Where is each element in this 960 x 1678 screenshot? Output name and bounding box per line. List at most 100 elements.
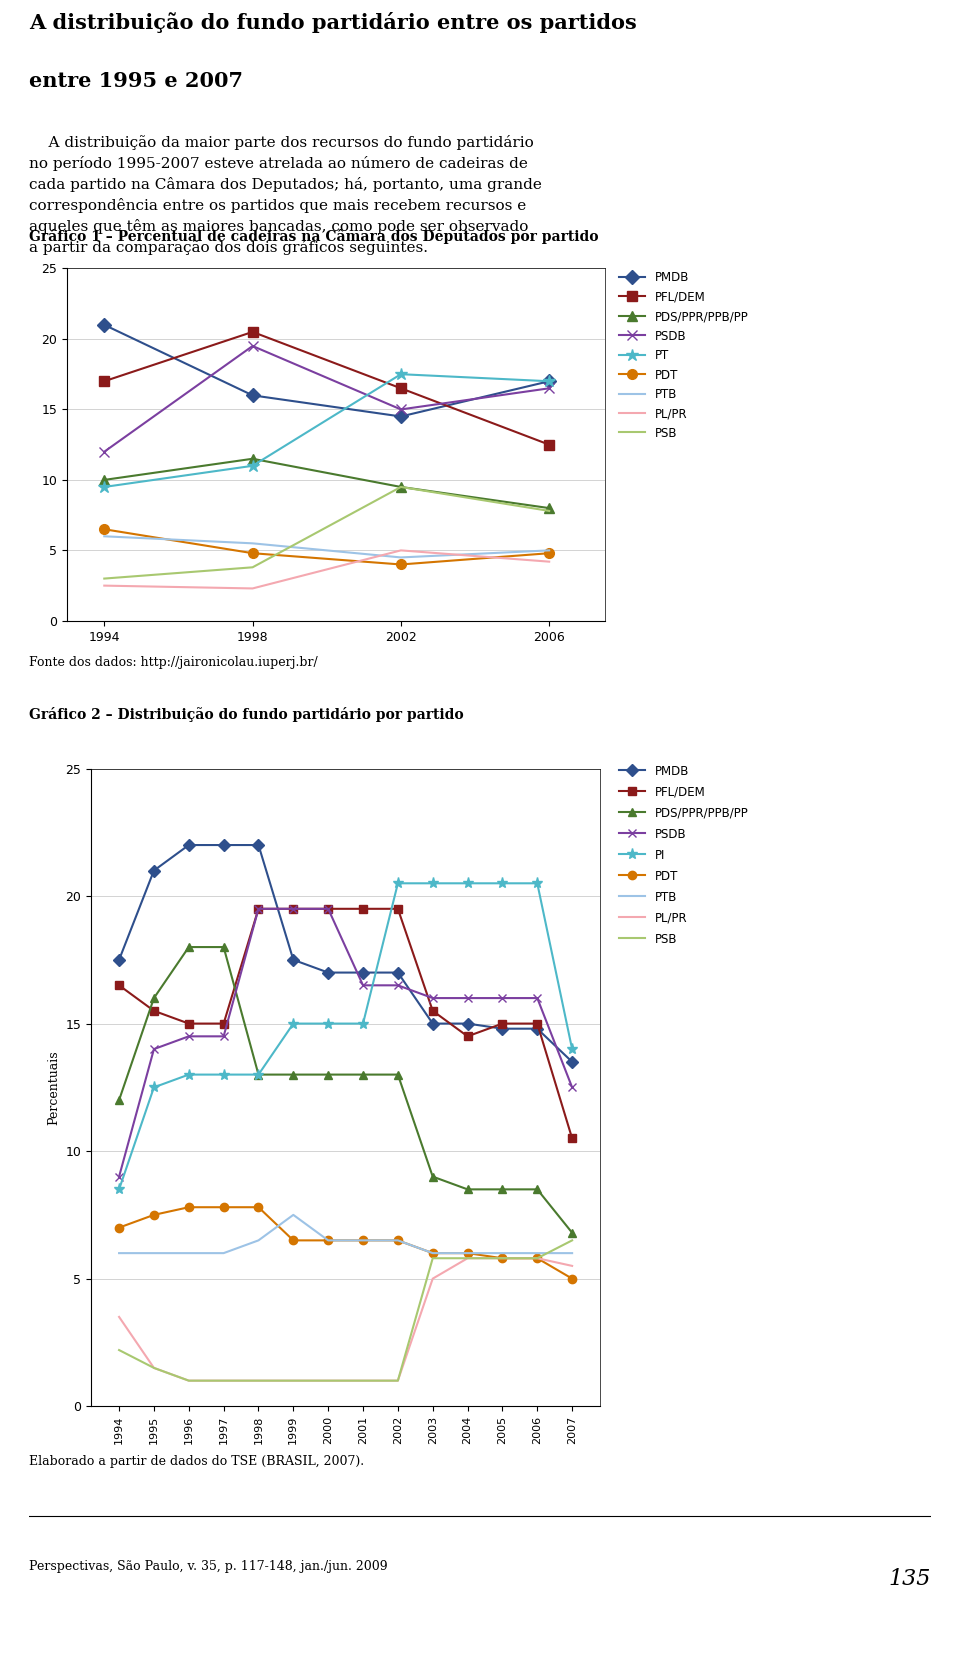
Line: PL/PR: PL/PR (119, 1258, 572, 1381)
PDT (323, 1230, 334, 1250)
PSDB (392, 975, 403, 995)
Legend: PMDB, PFL/DEM, PDS/PPR/PPB/PP, PSDB, PT, PDT, PTB, PL/PR, PSB: PMDB, PFL/DEM, PDS/PPR/PPB/PP, PSDB, PT,… (615, 268, 752, 443)
PL/PR (532, 1248, 543, 1269)
PMDB (462, 1014, 473, 1034)
PDS/PPR/PPB/PP (148, 988, 159, 1008)
PMDB (566, 1052, 578, 1072)
PFL/DEM (247, 322, 258, 342)
PSDB (218, 1027, 229, 1047)
PDT (148, 1205, 159, 1225)
PFL/DEM (148, 1000, 159, 1020)
PSDB (99, 441, 110, 461)
PSB (532, 1248, 543, 1269)
PL/PR (148, 1358, 159, 1378)
PMDB (218, 836, 229, 856)
PMDB (113, 950, 125, 970)
PDS/PPR/PPB/PP (113, 1091, 125, 1111)
PMDB (396, 406, 407, 426)
Line: PSB: PSB (119, 1240, 572, 1381)
PDT (183, 1196, 195, 1217)
PSDB (532, 988, 543, 1008)
Line: PFL/DEM: PFL/DEM (100, 327, 554, 450)
Line: PFL/DEM: PFL/DEM (115, 904, 576, 1143)
PSDB (496, 988, 508, 1008)
PTB (99, 527, 110, 547)
PFL/DEM (252, 899, 264, 920)
PDS/PPR/PPB/PP (532, 1180, 543, 1200)
PFL/DEM (396, 378, 407, 398)
PSB (218, 1371, 229, 1391)
Legend: PMDB, PFL/DEM, PDS/PPR/PPB/PP, PSDB, PI, PDT, PTB, PL/PR, PSB: PMDB, PFL/DEM, PDS/PPR/PPB/PP, PSDB, PI,… (615, 762, 752, 950)
Line: PDT: PDT (100, 525, 554, 569)
PDS/PPR/PPB/PP (392, 1064, 403, 1084)
PMDB (288, 950, 300, 970)
PMDB (183, 836, 195, 856)
PL/PR (543, 552, 555, 572)
PSDB (252, 899, 264, 920)
PTB (392, 1230, 403, 1250)
PSB (396, 477, 407, 497)
PSDB (566, 1077, 578, 1097)
PI (323, 1014, 334, 1034)
PFL/DEM (462, 1027, 473, 1047)
Line: PTB: PTB (119, 1215, 572, 1253)
PMDB (148, 861, 159, 881)
PSDB (288, 899, 300, 920)
PDS/PPR/PPB/PP (543, 498, 555, 519)
Line: PI: PI (113, 878, 578, 1195)
PDS/PPR/PPB/PP (323, 1064, 334, 1084)
PDT (252, 1196, 264, 1217)
PFL/DEM (99, 371, 110, 391)
PI (113, 1180, 125, 1200)
PDS/PPR/PPB/PP (252, 1064, 264, 1084)
PTB (496, 1243, 508, 1264)
PL/PR (496, 1248, 508, 1269)
Line: PDS/PPR/PPB/PP: PDS/PPR/PPB/PP (100, 455, 554, 513)
PL/PR (427, 1269, 439, 1289)
PI (427, 873, 439, 893)
PDS/PPR/PPB/PP (99, 470, 110, 490)
PL/PR (396, 540, 407, 560)
PSDB (148, 1039, 159, 1059)
PL/PR (99, 576, 110, 596)
PTB (396, 547, 407, 567)
PDS/PPR/PPB/PP (218, 936, 229, 956)
PSDB (462, 988, 473, 1008)
PFL/DEM (357, 899, 369, 920)
PL/PR (462, 1248, 473, 1269)
PL/PR (113, 1307, 125, 1327)
PTB (247, 534, 258, 554)
Text: Elaborado a partir de dados do TSE (BRASIL, 2007).: Elaborado a partir de dados do TSE (BRAS… (29, 1455, 364, 1468)
PDT (462, 1243, 473, 1264)
PFL/DEM (532, 1014, 543, 1034)
PL/PR (183, 1371, 195, 1391)
PTB (532, 1243, 543, 1264)
Line: PSDB: PSDB (100, 341, 554, 456)
PSB (252, 1371, 264, 1391)
PT (247, 456, 258, 477)
PTB (183, 1243, 195, 1264)
PI (183, 1064, 195, 1084)
PI (148, 1077, 159, 1097)
PFL/DEM (496, 1014, 508, 1034)
PSB (392, 1371, 403, 1391)
PDS/PPR/PPB/PP (183, 936, 195, 956)
PDS/PPR/PPB/PP (427, 1166, 439, 1186)
PDS/PPR/PPB/PP (566, 1223, 578, 1243)
PDT (218, 1196, 229, 1217)
PI (496, 873, 508, 893)
PDS/PPR/PPB/PP (247, 448, 258, 468)
PDS/PPR/PPB/PP (462, 1180, 473, 1200)
PSB (247, 557, 258, 577)
Text: A distribuição da maior parte dos recursos do fundo partidário
no período 1995-2: A distribuição da maior parte dos recurs… (29, 134, 541, 255)
PSB (566, 1230, 578, 1250)
PDS/PPR/PPB/PP (288, 1064, 300, 1084)
Line: PMDB: PMDB (100, 320, 554, 421)
PSDB (247, 336, 258, 356)
PTB (462, 1243, 473, 1264)
PSB (113, 1341, 125, 1361)
PDT (543, 544, 555, 564)
PDT (113, 1218, 125, 1238)
PSB (543, 500, 555, 520)
PSDB (113, 1166, 125, 1186)
